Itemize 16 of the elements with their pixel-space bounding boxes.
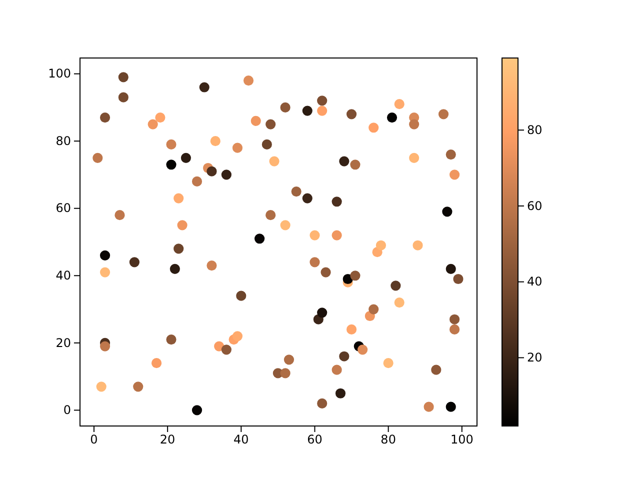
- x-tick-label: 0: [90, 432, 98, 447]
- y-tick-label: 0: [63, 403, 71, 418]
- x-tick-label: 100: [450, 432, 474, 447]
- y-tick-label: 40: [56, 268, 71, 282]
- color-bar-label: 60: [527, 198, 542, 213]
- y-tick-label: 60: [56, 201, 71, 216]
- x-tick-label: 80: [380, 432, 396, 447]
- color-bar-label: 20: [527, 350, 542, 365]
- y-tick-label: 100: [48, 66, 71, 81]
- x-tick-label: 60: [307, 432, 322, 447]
- x-tick-label: 40: [234, 432, 249, 447]
- color-bar-label: 40: [527, 274, 542, 289]
- color-bar-label: 80: [527, 122, 542, 137]
- x-tick-label: 20: [160, 432, 176, 447]
- y-tick-label: 20: [56, 336, 71, 350]
- y-tick-label: 80: [56, 134, 71, 148]
